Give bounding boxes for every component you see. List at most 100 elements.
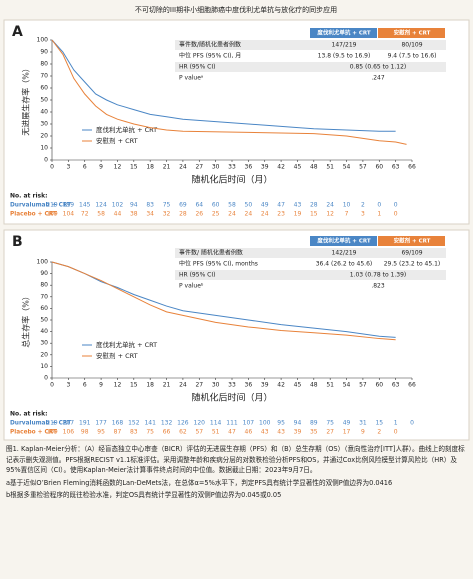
x-tick-label: 12 — [114, 164, 122, 171]
legend-label: 度伐利尤单抗 + CRT — [96, 340, 157, 349]
legend-label: 安慰剂 + CRT — [96, 136, 138, 145]
y-tick-label: 40 — [40, 328, 48, 335]
x-tick-label: 21 — [163, 164, 171, 171]
table-header-cell — [378, 28, 445, 38]
x-tick-label: 57 — [359, 164, 367, 171]
at-risk-count: 66 — [163, 429, 171, 436]
caption: 图1. Kaplan-Meier分析：（A）经盲态独立中心审查（BICR）评估的… — [0, 442, 473, 501]
at-risk-count: 57 — [195, 429, 203, 436]
survival-curve — [51, 261, 396, 338]
table-row-label: HR (95% CI) — [179, 272, 215, 279]
at-risk-count: 38 — [130, 211, 138, 218]
at-risk-count: 32 — [163, 211, 171, 218]
y-tick-label: 90 — [40, 270, 48, 277]
at-risk-count: 109 — [46, 211, 58, 218]
table-row-label: HR (95% CI) — [179, 64, 215, 71]
at-risk-count: 17 — [343, 429, 351, 436]
at-risk-count: 31 — [359, 420, 367, 427]
x-tick-label: 39 — [261, 164, 269, 171]
table-cell: 69/109 — [401, 250, 422, 257]
x-tick-label: 45 — [294, 164, 302, 171]
x-tick-label: 30 — [212, 382, 220, 389]
at-risk-count: 44 — [114, 211, 122, 218]
x-tick-label: 15 — [130, 164, 138, 171]
y-tick-label: 100 — [37, 37, 49, 44]
x-tick-label: 12 — [114, 382, 122, 389]
x-tick-label: 51 — [326, 164, 334, 171]
at-risk-count: 87 — [114, 429, 122, 436]
at-risk-count: 15 — [375, 420, 383, 427]
x-tick-label: 54 — [343, 164, 351, 171]
at-risk-count: 60 — [212, 202, 220, 209]
y-tick-label: 90 — [40, 49, 48, 56]
at-risk-count: 24 — [326, 202, 334, 209]
y-tick-label: 80 — [40, 61, 48, 68]
table-row-label: P valueᵇ — [179, 283, 204, 290]
x-tick-label: 18 — [146, 164, 154, 171]
table-header-cell — [378, 236, 445, 246]
x-tick-label: 15 — [130, 382, 138, 389]
at-risk-count: 46 — [245, 429, 253, 436]
at-risk-count: 98 — [81, 429, 89, 436]
at-risk-count: 75 — [326, 420, 334, 427]
at-risk-count: 26 — [195, 211, 203, 218]
x-tick-label: 3 — [66, 382, 70, 389]
x-tick-label: 48 — [310, 164, 318, 171]
x-tick-label: 21 — [163, 382, 171, 389]
at-risk-count: 43 — [294, 202, 302, 209]
y-tick-label: 0 — [44, 375, 48, 382]
y-axis-label: 总生存率（%） — [21, 292, 31, 348]
table-row-label: P valueᵃ — [179, 75, 203, 82]
x-tick-label: 66 — [408, 382, 416, 389]
table-cell: 0.85 (0.65 to 1.12) — [350, 64, 407, 71]
at-risk-count: 124 — [95, 202, 107, 209]
at-risk-count: 24 — [261, 211, 269, 218]
table-cell: 80/109 — [401, 42, 422, 49]
y-tick-label: 20 — [40, 133, 48, 140]
panel-label: B — [12, 234, 23, 250]
at-risk-count: 104 — [63, 211, 75, 218]
at-risk-count: 132 — [161, 420, 173, 427]
y-tick-label: 70 — [40, 293, 48, 300]
panel-label: A — [12, 24, 23, 40]
at-risk-count: 168 — [112, 420, 124, 427]
at-risk-name: Durvalumab + CRT — [10, 203, 71, 209]
at-risk-count: 43 — [261, 429, 269, 436]
table-row — [175, 40, 446, 50]
at-risk-count: 3 — [361, 211, 365, 218]
table-cell: 147/219 — [332, 42, 357, 49]
at-risk-count: 69 — [179, 202, 187, 209]
table-row — [175, 259, 446, 269]
x-tick-label: 39 — [261, 382, 269, 389]
at-risk-count: 43 — [277, 429, 285, 436]
at-risk-count: 58 — [228, 202, 236, 209]
x-tick-label: 6 — [83, 164, 87, 171]
at-risk-count: 75 — [146, 429, 154, 436]
y-tick-label: 100 — [37, 259, 49, 266]
x-tick-label: 33 — [228, 382, 236, 389]
y-tick-label: 50 — [40, 97, 48, 104]
x-tick-label: 3 — [66, 164, 70, 171]
at-risk-count: 1 — [394, 420, 398, 427]
x-tick-label: 6 — [83, 382, 87, 389]
x-tick-label: 27 — [195, 382, 203, 389]
figure: 不可切除的III期非小细胞肺癌中度伐利尤单抗与放化疗的同步应用 A0102030… — [3, 5, 470, 441]
at-risk-count: 126 — [177, 420, 189, 427]
at-risk-count: 107 — [243, 420, 255, 427]
x-tick-label: 0 — [50, 164, 54, 171]
x-tick-label: 30 — [212, 164, 220, 171]
panel-box — [3, 19, 470, 225]
table-row — [175, 281, 446, 291]
table-row-label: 中位 PFS (95% CI), months — [179, 260, 258, 268]
caption-text: 图1. Kaplan-Meier分析：（A）经盲态独立中心审查（BICR）评估的… — [6, 445, 465, 474]
at-risk-count: 25 — [212, 211, 220, 218]
at-risk-count: 2 — [361, 202, 365, 209]
at-risk-label: No. at risk: — [10, 193, 48, 200]
at-risk-count: 83 — [146, 202, 154, 209]
at-risk-count: 19 — [294, 211, 302, 218]
y-tick-label: 70 — [40, 73, 48, 80]
table-cell: 36.4 (26.2 to 45.6) — [316, 261, 373, 268]
x-tick-label: 54 — [343, 382, 351, 389]
at-risk-name: Durvalumab + CRT — [10, 421, 71, 427]
